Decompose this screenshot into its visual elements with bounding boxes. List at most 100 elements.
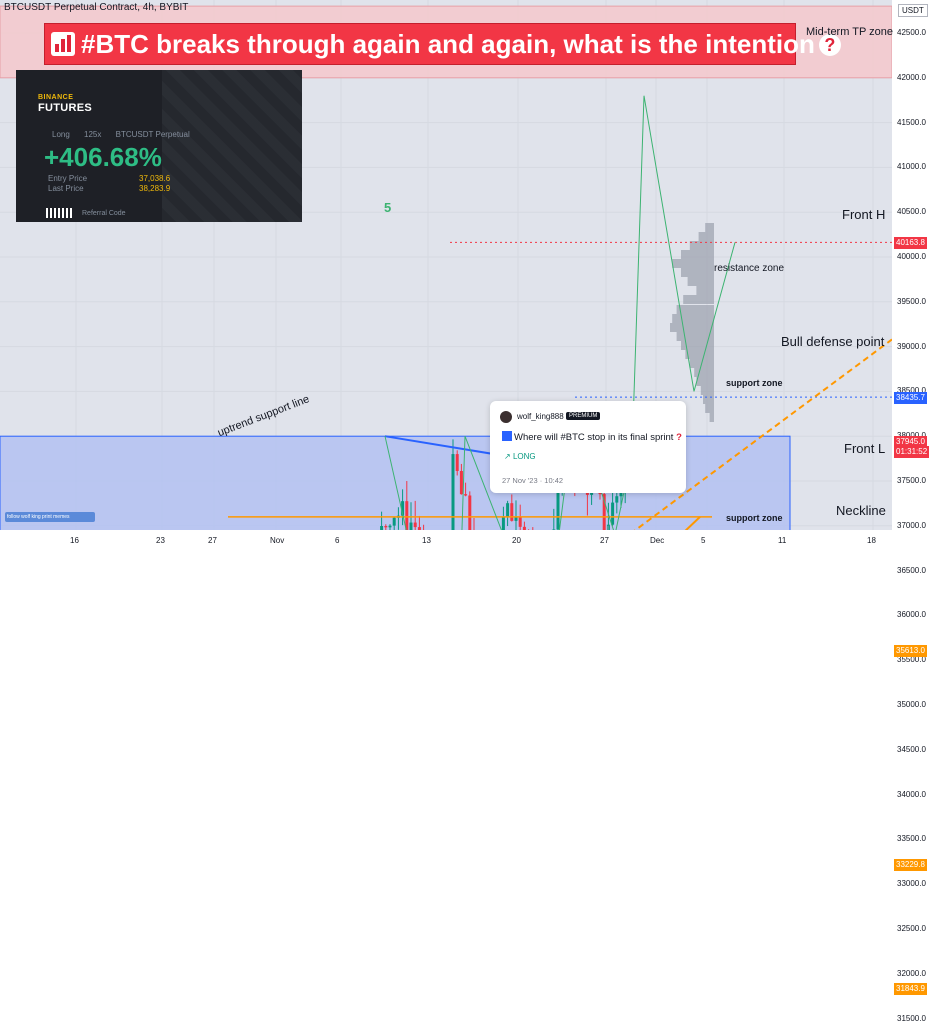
price-badge: 01:31:52 [894, 446, 930, 459]
price-tick-label: 39000.0 [897, 341, 926, 351]
price-axis-panel [892, 0, 932, 550]
position-side: Long [52, 130, 70, 139]
front-h-label: Front H [842, 207, 886, 222]
volume-profile-bar [703, 395, 714, 404]
follow-banner[interactable]: follow wolf king print memes [5, 512, 95, 522]
qr-code-icon [46, 208, 74, 218]
price-tick-label: 36000.0 [897, 610, 926, 620]
price-tick-label: 34500.0 [897, 744, 926, 754]
price-badge: 40163.8 [894, 237, 927, 250]
candle [556, 479, 560, 530]
support-zone-label-lower: support zone [726, 513, 783, 523]
pnl-percent: +406.68% [44, 142, 162, 172]
price-tick-label: 37500.0 [897, 476, 926, 485]
volume-profile-bar [696, 286, 714, 295]
candle [388, 525, 392, 528]
price-tick-label: 42000.0 [897, 72, 926, 82]
candle [619, 489, 623, 497]
time-tick-label: Nov [270, 536, 285, 545]
price-tick-label: 33500.0 [897, 834, 926, 844]
price-tick-label: 32500.0 [897, 924, 926, 933]
post-message-text: Where will #BTC stop in its final sprint [514, 432, 674, 443]
price-tick-label: 38500.0 [897, 386, 926, 396]
time-tick-label: Dec [650, 536, 665, 545]
volume-profile-bar [705, 223, 714, 232]
candle [401, 501, 405, 516]
time-tick-label: 27 [600, 536, 609, 545]
price-badge: 38435.7 [894, 392, 927, 405]
referral-code-label: Referral Code [82, 210, 126, 217]
last-price-value: 38,283.9 [139, 184, 171, 193]
price-tick-label: 37000.0 [897, 520, 926, 530]
price-tick-label: 41000.0 [897, 162, 926, 172]
price-tick-label: 32000.0 [897, 968, 926, 978]
candle [602, 494, 606, 531]
time-tick-label: 27 [208, 536, 217, 545]
post-date: 27 Nov '23 · 10:42 [502, 476, 564, 485]
volume-profile-bar [670, 323, 714, 332]
volume-profile-bar [698, 232, 714, 241]
entry-price-label: Entry Price [48, 174, 88, 183]
price-tick-label: 41500.0 [897, 117, 926, 127]
card-pattern [162, 70, 302, 222]
headline-text: #BTC breaks through again and again, wha… [81, 29, 815, 59]
candle [518, 516, 522, 527]
time-tick-label: 11 [778, 536, 787, 545]
price-badge: 35613.0 [894, 645, 927, 658]
long-tag-text: LONG [512, 452, 536, 461]
time-tick-label: 23 [156, 536, 165, 545]
support-zone-label-upper: support zone [726, 378, 783, 388]
currency-selector[interactable]: USDT [898, 4, 928, 17]
candle [459, 470, 463, 495]
price-tick-label: 31500.0 [897, 1013, 926, 1023]
time-tick-label: 16 [70, 536, 79, 545]
bar-chart-icon [51, 32, 75, 56]
trend-up-icon: ↗ [504, 452, 513, 461]
volume-profile-bar [676, 332, 714, 341]
volume-profile-bar [676, 305, 714, 314]
volume-profile-bar [685, 350, 714, 359]
neckline-label: Neckline [836, 503, 886, 518]
candle [611, 502, 615, 525]
volume-profile-bar [683, 295, 714, 304]
post-message: Where will #BTC stop in its final sprint… [502, 431, 682, 443]
volume-profile-bar [696, 377, 714, 386]
volume-profile-bar [672, 314, 714, 323]
resistance-zone-label: resistance zone [714, 263, 785, 274]
long-tag: ↗ LONG [504, 452, 536, 461]
time-tick-label: 5 [701, 536, 706, 545]
avatar [500, 411, 512, 423]
volume-profile-bar [681, 250, 714, 259]
volume-profile-bar [681, 268, 714, 277]
candle [413, 522, 417, 528]
futures-pnl-card: BINANCE FUTURES Long 125x BTCUSDT Perpet… [16, 70, 302, 222]
premium-badge: PREMIUM [566, 412, 601, 420]
time-tick-label: 20 [512, 536, 521, 545]
futures-logo: FUTURES [38, 102, 93, 114]
headline-banner: #BTC breaks through again and again, wha… [44, 23, 841, 65]
bull-defense-label: Bull defense point [781, 334, 885, 349]
candle [464, 494, 468, 496]
position-info: Long 125x BTCUSDT Perpetual [52, 130, 202, 139]
candle [615, 496, 619, 503]
price-badge: 37945.0 [894, 436, 927, 449]
candle [468, 495, 472, 535]
uptrend-support-line [606, 338, 893, 550]
volume-profile-bar [689, 241, 714, 250]
time-tick-label: 13 [422, 536, 431, 545]
entry-price-value: 37,038.6 [139, 174, 171, 183]
time-axis-panel [0, 530, 932, 550]
price-tick-label: 34000.0 [897, 789, 926, 799]
price-tick-label: 38000.0 [897, 431, 926, 440]
price-badge: 33229.8 [894, 858, 927, 871]
post-username[interactable]: wolf_king888 [517, 412, 564, 421]
bar-chart-icon [502, 431, 512, 441]
candle [451, 454, 455, 546]
candle [455, 454, 459, 471]
candle [384, 525, 388, 528]
candle [514, 516, 518, 521]
last-price-label: Last Price [48, 184, 84, 193]
binance-logo: BINANCE [38, 94, 74, 101]
post-card[interactable]: wolf_king888 PREMIUM Where will #BTC sto… [490, 401, 686, 493]
